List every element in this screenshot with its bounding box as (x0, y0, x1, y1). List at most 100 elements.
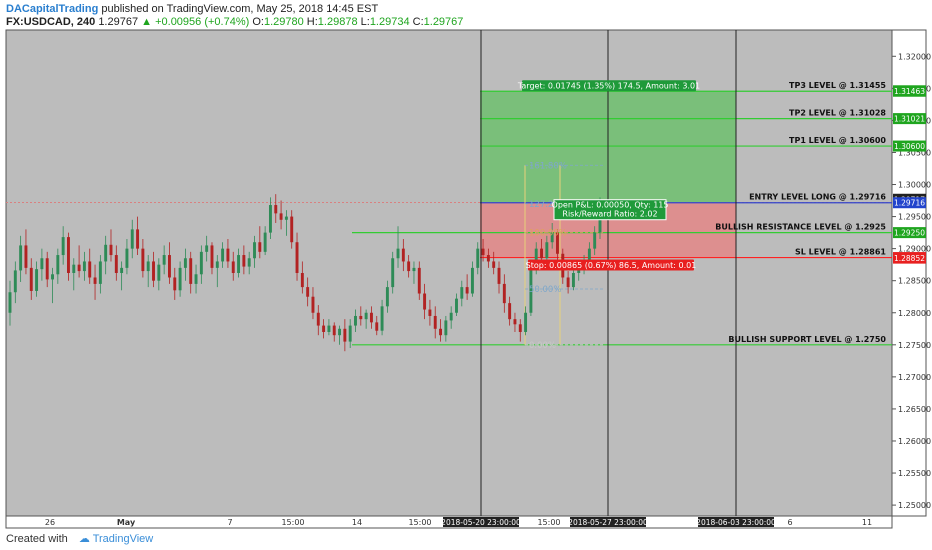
candle-body (205, 245, 209, 252)
candle-body (189, 258, 193, 284)
candle-body (300, 273, 304, 288)
chart-pane[interactable] (5, 29, 893, 517)
candle-body (369, 312, 373, 323)
candle-body (455, 298, 458, 313)
price-tag-label: 1.29716 (894, 199, 925, 208)
candle-body (593, 232, 597, 249)
candle-body (136, 229, 140, 249)
y-tick-label: 1.26000 (898, 437, 931, 446)
candle-body (587, 248, 591, 262)
candle-body (77, 264, 81, 272)
candle-body (534, 248, 538, 268)
candle-body (109, 244, 113, 256)
level-label: BULLISH RESISTANCE LEVEL @ 1.2925 (715, 223, 886, 232)
created-with-text: Created with (6, 533, 68, 545)
candle-body (540, 248, 543, 259)
candle-body (524, 312, 528, 332)
level-label: TP2 LEVEL @ 1.31028 (789, 109, 886, 118)
candle-body (194, 274, 198, 284)
close-label: C: (412, 16, 424, 28)
candle-body (130, 229, 134, 249)
x-tick-label: 11 (862, 518, 872, 527)
candle-body (359, 315, 363, 320)
candle-body (215, 261, 219, 268)
candle-body (247, 258, 251, 267)
candle-body (497, 267, 501, 284)
published-text: published on TradingView.com, May 25, 20… (101, 3, 379, 15)
price-tag-box (893, 227, 926, 239)
price-tag-box (893, 252, 926, 264)
candle-body (571, 273, 575, 288)
candle-body (444, 320, 448, 336)
candle-body (274, 205, 278, 214)
candle-body (529, 267, 533, 313)
candle-body (332, 325, 336, 336)
candle-body (502, 283, 506, 304)
candle-body (24, 245, 28, 268)
y-tick-label: 1.28500 (898, 277, 931, 286)
pnl-label: Open P&L: 0.00050, Qty: 115 (552, 201, 669, 210)
x-tick-label: 15:00 (408, 518, 431, 527)
candle-body (258, 242, 262, 252)
target-label-box (522, 80, 696, 92)
candle-body (279, 213, 283, 220)
candle-body (98, 261, 102, 284)
candle-body (157, 264, 161, 281)
y-tick-label: 1.29500 (898, 213, 931, 222)
candle-body (385, 287, 389, 307)
candle-body (556, 232, 559, 254)
tradingview-brand[interactable]: TradingView (92, 533, 154, 545)
candle-body (56, 255, 60, 275)
x-tick-label: 7 (227, 518, 232, 527)
candle-body (396, 248, 400, 259)
candle-body (433, 315, 437, 329)
candle-body (343, 328, 347, 342)
candle-body (348, 325, 352, 342)
author-name[interactable]: DACapitalTrading (6, 3, 99, 15)
date-marker-tag (570, 517, 646, 527)
high-label: H: (306, 16, 318, 28)
candle-body (481, 248, 485, 256)
price-tag-box (893, 85, 926, 97)
candle-body (268, 205, 272, 233)
candle-body (141, 248, 145, 272)
y-tick-label: 1.29000 (898, 245, 931, 254)
candle-body (375, 322, 379, 331)
candle-body (226, 248, 230, 262)
candle-body (231, 261, 235, 273)
candle-body (407, 261, 411, 272)
candle-body (545, 242, 549, 259)
x-tick-label: May (117, 518, 136, 527)
fib-level-label: 127.20% (529, 200, 567, 210)
candle-body (114, 255, 118, 273)
fib-level-label: 100.00% (529, 229, 567, 239)
candle-body (550, 232, 554, 243)
date-marker-tag (443, 517, 519, 527)
high-value: 1.29878 (317, 16, 358, 28)
last-price: 1.29767 (98, 16, 139, 28)
x-tick-label: 15:00 (281, 518, 304, 527)
target-label: Target: 0.01745 (1.35%) 174.5, Amount: 3… (517, 82, 700, 91)
fib-level-label: 50.00% (529, 285, 561, 295)
candle-body (476, 248, 480, 268)
candle-body (19, 245, 23, 271)
footer: Created with ☁ TradingView (6, 532, 153, 545)
candle-body (253, 242, 256, 259)
stop-label: Stop: 0.00865 (0.67%) 86.5, Amount: 0.01 (526, 261, 697, 270)
candle-body (460, 287, 464, 299)
candle-body (51, 274, 54, 280)
candle-body (412, 267, 416, 272)
candle-body (162, 255, 166, 265)
fib-level-label: 161.80% (529, 161, 567, 171)
price-axis[interactable] (891, 29, 927, 517)
candle-body (316, 312, 320, 326)
close-value: 1.29767 (423, 16, 464, 28)
candle-body (72, 264, 76, 273)
level-label: TP3 LEVEL @ 1.31455 (789, 81, 886, 90)
candle-body (125, 248, 129, 268)
y-tick-label: 1.26500 (898, 405, 931, 414)
y-tick-label: 1.32000 (898, 52, 931, 61)
candle-body (82, 261, 86, 272)
candle-body (284, 216, 288, 220)
